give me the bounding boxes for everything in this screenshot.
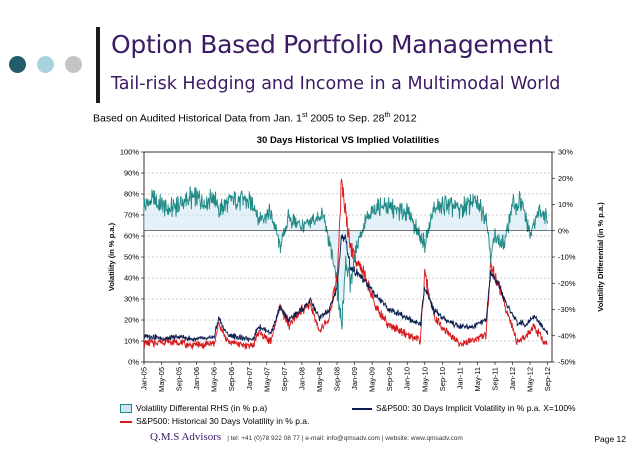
tick-label-x: Sep-08 <box>333 367 342 391</box>
basis-sup-1: st <box>301 112 308 119</box>
series-line-historical <box>143 178 548 350</box>
page-number: Page 12 <box>594 434 626 444</box>
legend-swatch-historical <box>120 420 132 423</box>
tick-label-y-right: 30% <box>558 148 573 157</box>
tick-label-y-right: -40% <box>558 331 576 340</box>
legend-swatch-differential <box>120 404 132 414</box>
tick-label-y-left: 10% <box>124 337 139 346</box>
legend-label-implied: S&P500: 30 Days Implicit Volatility in %… <box>376 403 576 413</box>
tick-label-y-right: 0% <box>558 226 569 235</box>
basis-text-2: 2005 to Sep. 28 <box>307 112 385 125</box>
footer-brand: Q.M.S Advisors <box>150 431 222 443</box>
legend-label-historical: S&P500: Historical 30 Days Volatility in… <box>136 416 310 426</box>
tick-label-x: May-08 <box>315 367 324 392</box>
legend-swatch-implied <box>352 407 372 410</box>
chart-title: 30 Days Historical VS Implied Volatiliti… <box>257 135 440 146</box>
basis-sup-2: th <box>384 112 391 119</box>
slide-subtitle: Tail-risk Hedging and Income in a Multim… <box>111 74 561 94</box>
tick-label-x: Sep-05 <box>175 367 184 391</box>
basis-text-1: Based on Audited Historical Data from Ja… <box>93 112 302 125</box>
legend-item-implied: S&P500: 30 Days Implicit Volatility in %… <box>352 403 576 413</box>
legend-item-historical: S&P500: Historical 30 Days Volatility in… <box>120 416 309 426</box>
tick-label-x: Jan-07 <box>245 367 254 390</box>
tick-label-x: Sep-10 <box>438 367 447 391</box>
tick-label-x: Sep-07 <box>280 367 289 391</box>
tick-label-y-right: 10% <box>558 200 573 209</box>
tick-label-x: May-06 <box>210 367 219 392</box>
series-line-differential <box>143 186 549 330</box>
tick-label-y-left: 20% <box>124 316 139 325</box>
data-basis-note: Based on Audited Historical Data from Ja… <box>93 112 417 125</box>
title-divider <box>96 27 100 103</box>
tick-label-x: Sep-12 <box>543 367 552 391</box>
tick-label-x: May-10 <box>420 367 429 392</box>
decor-dot-dark <box>9 56 26 73</box>
legend-item-differential: Volatility Differental RHS (in % p.a) <box>120 403 268 414</box>
tick-label-y-right: -10% <box>558 253 576 262</box>
tick-label-x: Jan-09 <box>350 367 359 390</box>
slide-title: Option Based Portfolio Management <box>111 30 553 59</box>
tick-label-x: May-12 <box>526 367 535 392</box>
tick-label-x: Jan-06 <box>192 367 201 390</box>
tick-label-x: Jan-11 <box>455 367 464 389</box>
tick-label-y-left: 0% <box>128 358 139 367</box>
tick-label-y-right: -20% <box>558 279 576 288</box>
decor-dot-grey <box>65 56 82 73</box>
tick-label-y-left: 80% <box>124 190 139 199</box>
tick-label-x: Sep-06 <box>227 367 236 391</box>
tick-label-y-right: -30% <box>558 305 576 314</box>
tick-label-y-left: 60% <box>124 232 139 241</box>
tick-label-y-right: -50% <box>558 358 576 367</box>
tick-label-x: Sep-09 <box>385 367 394 391</box>
tick-label-y-left: 50% <box>124 253 139 262</box>
tick-label-y-left: 100% <box>120 148 140 157</box>
tick-label-x: May-05 <box>157 367 166 392</box>
tick-label-y-left: 40% <box>124 274 139 283</box>
tick-label-x: Jan-12 <box>508 367 517 390</box>
tick-label-y-left: 70% <box>124 211 139 220</box>
tick-label-x: Jan-10 <box>403 367 412 390</box>
decor-dot-light <box>37 56 54 73</box>
footer: Q.M.S Advisors | tel: +41 (0)78 922 08 77… <box>150 427 463 445</box>
tick-label-x: Jan-08 <box>297 367 306 390</box>
footer-contact: | tel: +41 (0)78 922 08 77 | e-mail: inf… <box>227 435 463 442</box>
tick-label-x: May-11 <box>473 367 482 391</box>
tick-label-x: May-07 <box>262 367 271 392</box>
legend-label-differential: Volatility Differental RHS (in % p.a) <box>136 403 268 413</box>
tick-label-y-left: 30% <box>124 295 139 304</box>
series-line-implied <box>143 234 549 343</box>
tick-label-x: Jan-05 <box>140 367 149 390</box>
y2-axis-label: Volatility Differential (in % p.a.) <box>596 202 605 312</box>
tick-label-y-right: 20% <box>558 174 573 183</box>
tick-label-y-left: 90% <box>124 169 139 178</box>
tick-label-x: Sep-11 <box>490 367 499 391</box>
series-area-differential <box>144 186 548 330</box>
tick-label-x: May-09 <box>368 367 377 392</box>
y-axis-label: Volatility (in % p.a.) <box>107 222 116 291</box>
basis-text-3: 2012 <box>390 112 417 125</box>
